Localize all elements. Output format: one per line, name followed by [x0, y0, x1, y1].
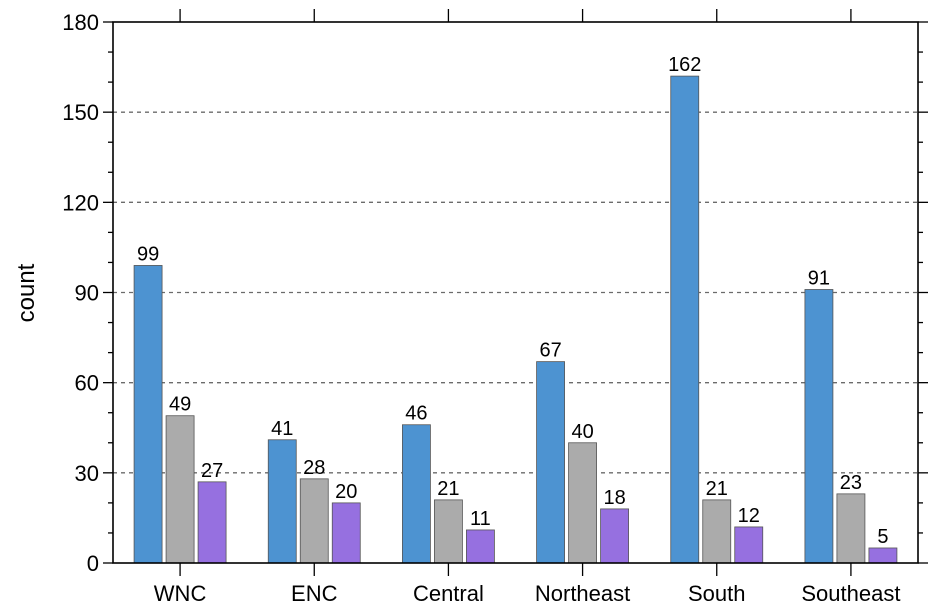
data-label: 40: [571, 421, 593, 443]
data-label: 41: [271, 418, 293, 440]
x-tick-label: South: [688, 581, 746, 606]
data-label: 27: [201, 460, 223, 482]
x-tick-label: Southeast: [801, 581, 900, 606]
data-label: 23: [840, 472, 862, 494]
data-label: 12: [738, 505, 760, 527]
bar: [299, 478, 329, 564]
bar: [133, 265, 163, 564]
x-tick-label: Northeast: [535, 581, 630, 606]
x-tick-label: WNC: [154, 581, 207, 606]
y-tick-label: 150: [62, 100, 99, 125]
bar: [267, 439, 297, 564]
bar: [331, 502, 361, 564]
bar: [466, 529, 495, 564]
data-label: 49: [169, 394, 191, 416]
y-axis-title: count: [13, 263, 40, 322]
data-label: 20: [335, 481, 357, 503]
data-label: 28: [303, 457, 325, 479]
bars: [133, 75, 898, 564]
x-tick-label: ENC: [291, 581, 338, 606]
data-label: 99: [137, 243, 159, 265]
bar: [836, 493, 866, 564]
data-label: 18: [603, 487, 625, 509]
y-tick-label: 30: [75, 461, 99, 486]
axes: 0 30 60 90 120 150 180 WNC ENC Central Northeast So…: [62, 9, 928, 606]
bar: [165, 415, 195, 564]
data-label: 21: [437, 478, 459, 500]
y-tick-label: 180: [62, 10, 99, 35]
data-label: 11: [470, 508, 491, 530]
data-label: 21: [706, 478, 728, 500]
bar: [568, 442, 597, 564]
bar: [868, 547, 898, 564]
bar: [197, 481, 227, 564]
data-labels: 99 49 27 41 28 20 46 21 11 67 40 18 162 21 12 91 23 5: [137, 54, 889, 548]
y-tick-label: 60: [75, 371, 99, 396]
data-label: 162: [668, 54, 701, 76]
bar: [536, 361, 565, 564]
bar: [434, 499, 463, 564]
bar: [600, 508, 629, 564]
bar: [402, 424, 431, 564]
y-tick-label: 90: [75, 281, 99, 306]
grid-lines: [113, 111, 918, 474]
data-label: 91: [808, 267, 830, 289]
bar: [702, 499, 732, 564]
data-label: 5: [877, 526, 888, 548]
y-tick-label: 0: [87, 551, 99, 576]
bar: [804, 289, 834, 564]
data-label: 46: [405, 403, 427, 425]
data-label: 67: [539, 340, 561, 362]
bar: [670, 75, 700, 564]
x-tick-label: Central: [413, 581, 484, 606]
bar: [734, 526, 764, 564]
y-tick-label: 120: [62, 190, 99, 215]
